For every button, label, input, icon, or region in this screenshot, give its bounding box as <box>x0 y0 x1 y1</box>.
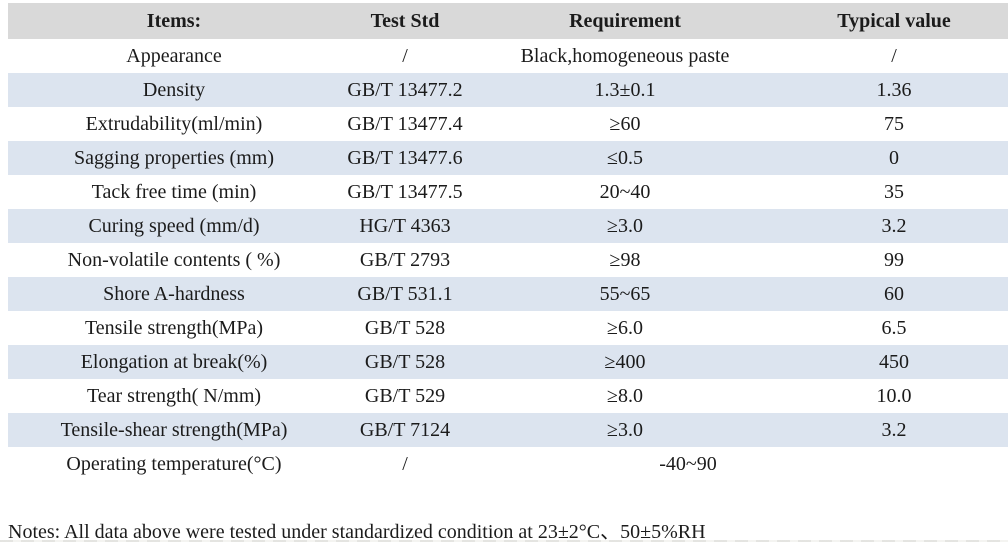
table-row: Curing speed (mm/d) HG/T 4363 ≥3.0 3.2 <box>8 209 1008 243</box>
cell-test-std: GB/T 2793 <box>359 248 451 271</box>
cell-typical-value: 1.36 <box>780 73 1008 107</box>
cell-typical-value: 0 <box>780 141 1008 175</box>
cell-test-std: GB/T 13477.6 <box>340 141 470 175</box>
column-header-typical-value: Typical value <box>780 3 1008 39</box>
cell-test-std: GB/T 531.1 <box>340 277 470 311</box>
cell-item: Shore A-hardness <box>8 277 340 311</box>
column-header-requirement: Requirement <box>470 3 780 39</box>
cell-item: Extrudability(ml/min) <box>85 112 263 135</box>
table-row: Sagging properties (mm) GB/T 13477.6 ≤0.5 0 <box>8 141 1008 175</box>
notes-text: Notes: All data above were tested under … <box>8 521 706 543</box>
cell-test-std: GB/T 7124 <box>340 413 470 447</box>
cell-test-std: GB/T 13477.2 <box>340 73 470 107</box>
table-row: Tensile strength(MPa) GB/T 528 ≥6.0 6.5 <box>8 311 1008 345</box>
cell-item: Operating temperature(°C) <box>66 452 282 475</box>
cell-test-std: GB/T 13477.4 <box>347 112 463 135</box>
spec-table-body: Appearance / Black,homogeneous paste / Densi… <box>8 39 1008 481</box>
table-row: Non-volatile contents ( %) GB/T 2793 ≥98 99 <box>8 243 1008 277</box>
cell-requirement: 20~40 <box>599 180 651 203</box>
cell-item: Density <box>8 73 340 107</box>
cell-item: Appearance <box>126 44 222 67</box>
cell-test-std: / <box>402 452 408 475</box>
cell-item: Tensile-shear strength(MPa) <box>8 413 340 447</box>
scan-artifact-line <box>0 540 1008 542</box>
cell-typical-value: 99 <box>884 248 904 271</box>
cell-requirement: ≥3.0 <box>470 413 780 447</box>
header-row: Items: Test Std Requirement Typical valu… <box>8 3 1008 39</box>
cell-typical-value: 3.2 <box>780 209 1008 243</box>
cell-requirement: ≥98 <box>609 248 641 271</box>
table-row: Shore A-hardness GB/T 531.1 55~65 60 <box>8 277 1008 311</box>
cell-item: Tensile strength(MPa) <box>84 316 263 339</box>
cell-requirement: ≥8.0 <box>607 384 643 407</box>
cell-typical-value: 75 <box>884 112 904 135</box>
spec-table-header: Items: Test Std Requirement Typical valu… <box>8 3 1008 39</box>
cell-requirement: ≥6.0 <box>607 316 643 339</box>
cell-item: Tack free time (min) <box>91 180 257 203</box>
cell-test-std: HG/T 4363 <box>340 209 470 243</box>
cell-requirement-span: -40~90 <box>659 452 717 475</box>
cell-typical-value: 35 <box>884 180 904 203</box>
table-row: Elongation at break(%) GB/T 528 ≥400 450 <box>8 345 1008 379</box>
cell-requirement: 1.3±0.1 <box>470 73 780 107</box>
cell-typical-value: / <box>891 44 897 67</box>
cell-typical-value: 10.0 <box>876 384 912 407</box>
spec-table: Items: Test Std Requirement Typical valu… <box>8 3 1008 481</box>
table-row: Extrudability(ml/min) GB/T 13477.4 ≥60 75 <box>8 107 1008 141</box>
cell-requirement: ≥60 <box>609 112 641 135</box>
table-row: Tensile-shear strength(MPa) GB/T 7124 ≥3.0… <box>8 413 1008 447</box>
cell-requirement: ≥400 <box>470 345 780 379</box>
table-row: Operating temperature(°C) / -40~90 <box>8 447 1008 481</box>
table-row: Density GB/T 13477.2 1.3±0.1 1.36 <box>8 73 1008 107</box>
cell-item: Non-volatile contents ( %) <box>67 248 281 271</box>
table-row: Tack free time (min) GB/T 13477.5 20~40 35 <box>8 175 1008 209</box>
cell-requirement: 55~65 <box>470 277 780 311</box>
column-header-test-std: Test Std <box>340 3 470 39</box>
table-row: Appearance / Black,homogeneous paste / <box>8 39 1008 73</box>
cell-typical-value: 60 <box>780 277 1008 311</box>
cell-item: Curing speed (mm/d) <box>8 209 340 243</box>
cell-typical-value: 6.5 <box>881 316 907 339</box>
cell-test-std: GB/T 528 <box>364 316 446 339</box>
cell-requirement: ≥3.0 <box>470 209 780 243</box>
cell-item: Sagging properties (mm) <box>8 141 340 175</box>
cell-typical-value: 450 <box>780 345 1008 379</box>
cell-test-std: GB/T 529 <box>364 384 446 407</box>
cell-test-std: GB/T 528 <box>340 345 470 379</box>
cell-test-std: / <box>402 44 408 67</box>
spec-table-container: Items: Test Std Requirement Typical valu… <box>8 3 1008 481</box>
cell-test-std: GB/T 13477.5 <box>347 180 463 203</box>
column-header-items: Items: <box>8 3 340 39</box>
cell-requirement: ≤0.5 <box>470 141 780 175</box>
cell-typical-value: 3.2 <box>780 413 1008 447</box>
cell-item: Tear strength( N/mm) <box>86 384 262 407</box>
cell-item: Elongation at break(%) <box>8 345 340 379</box>
table-row: Tear strength( N/mm) GB/T 529 ≥8.0 10.0 <box>8 379 1008 413</box>
cell-requirement: Black,homogeneous paste <box>520 44 730 67</box>
